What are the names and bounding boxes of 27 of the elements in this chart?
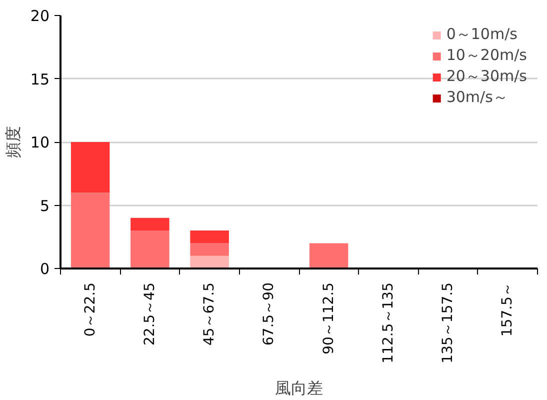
bar <box>190 230 229 244</box>
x-tick-label: 135～157.5 <box>440 282 456 364</box>
bar <box>190 256 229 268</box>
legend-label: 20～30m/s <box>446 67 527 86</box>
y-axis-title: 頻度 <box>3 126 22 158</box>
x-tick-label: 157.5～ <box>500 282 516 337</box>
y-tick-label: 10 <box>30 134 50 152</box>
bar <box>309 243 348 268</box>
x-tick-label: 67.5～90 <box>261 282 278 346</box>
bar <box>190 243 229 256</box>
bar <box>70 142 110 193</box>
x-tick-label: 22.5～45 <box>142 282 158 346</box>
bar <box>130 230 170 268</box>
legend-label: 30m/s～ <box>446 88 508 107</box>
legend-label: 10～20m/s <box>446 46 527 65</box>
x-tick-label: 45～67.5 <box>202 282 218 346</box>
bar <box>130 218 170 231</box>
x-tick-label: 90～112.5 <box>320 282 337 354</box>
y-tick-label: 5 <box>40 196 50 215</box>
x-axis-title: 風向差 <box>275 378 323 398</box>
bar <box>70 192 110 268</box>
y-tick-label: 20 <box>30 7 50 25</box>
legend-label: 0～10m/s <box>446 25 518 44</box>
x-tick-label: 112.5～135 <box>380 282 396 364</box>
y-tick-label: 0 <box>40 260 50 278</box>
x-tick-label: 0～22.5 <box>82 282 98 337</box>
y-tick-label: 15 <box>30 70 50 88</box>
